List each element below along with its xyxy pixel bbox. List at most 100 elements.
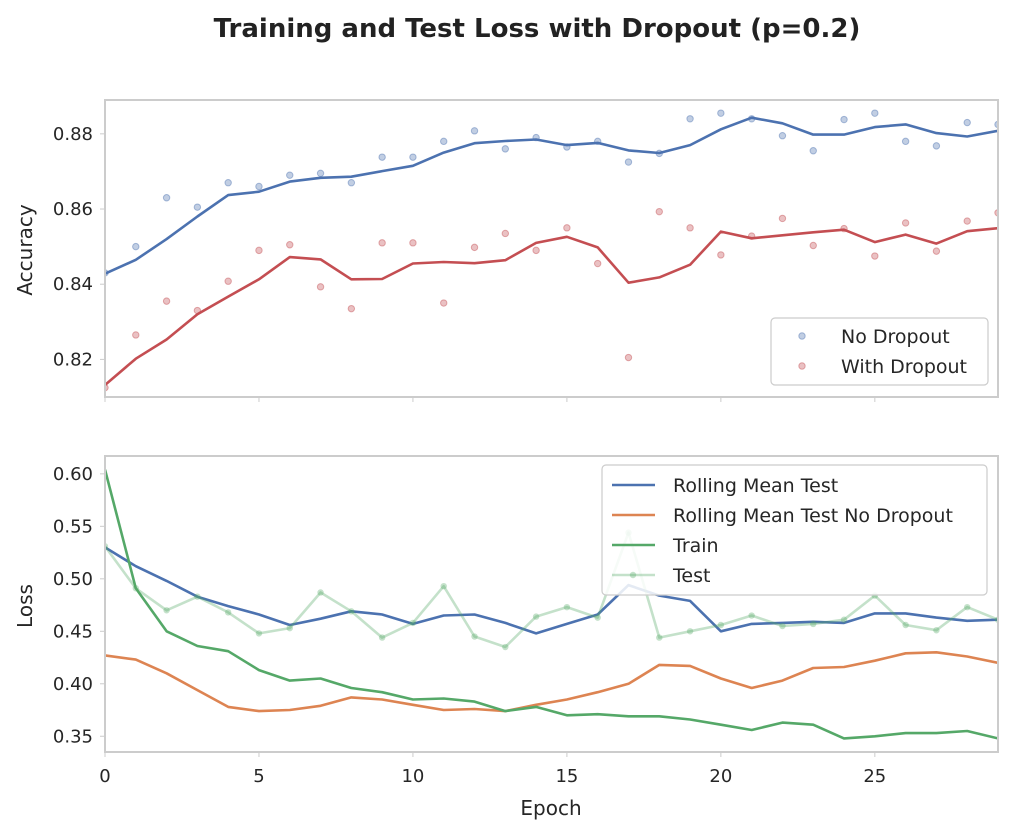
with-dropout-point	[162, 297, 171, 305]
test-point	[163, 607, 170, 614]
with-dropout-point	[655, 207, 663, 216]
no-dropout-point	[470, 127, 479, 135]
no-dropout-point	[686, 115, 694, 123]
x-axis-label: Epoch	[520, 796, 581, 820]
with-dropout-point	[778, 214, 787, 223]
with-dropout-point	[809, 241, 817, 250]
y-tick-label: 0.82	[53, 349, 93, 370]
with-dropout-point	[686, 224, 694, 232]
no-dropout-point	[378, 153, 386, 161]
no-dropout-point	[347, 179, 356, 187]
x-tick-label: 25	[863, 766, 886, 787]
with-dropout-point	[316, 283, 325, 291]
no-dropout-point	[286, 171, 294, 179]
x-tick-label: 0	[99, 766, 110, 787]
test-point	[348, 608, 355, 615]
legend: No Dropout With Dropout	[770, 317, 989, 386]
test-point	[933, 627, 940, 634]
no-dropout-point	[840, 115, 848, 124]
with-dropout-point	[132, 331, 140, 339]
legend-label: Train	[672, 535, 719, 557]
test-point	[471, 633, 478, 640]
y-tick-label: 0.84	[53, 274, 93, 295]
test-point	[810, 620, 817, 628]
y-tick-label: 0.50	[53, 569, 93, 590]
test-point	[132, 585, 139, 592]
test-point	[748, 612, 755, 619]
test-point	[317, 589, 324, 596]
test-point	[563, 603, 571, 611]
loss-y-axis-label: Loss	[13, 584, 37, 628]
test-point	[656, 634, 663, 641]
no-dropout-point	[624, 158, 633, 166]
no-dropout-point	[963, 118, 971, 127]
no-dropout-point	[255, 182, 263, 191]
with-dropout-point	[470, 243, 479, 252]
rolling-mean-test-line	[105, 546, 998, 635]
test-point	[194, 593, 201, 600]
with-dropout-point	[440, 299, 448, 307]
legend-marker	[798, 362, 806, 370]
x-tick-label: 15	[555, 766, 578, 787]
with-dropout-point	[963, 217, 971, 225]
with-dropout-point	[532, 246, 540, 255]
no-dropout-point	[316, 169, 325, 178]
accuracy-subplot: 0.82 0.84 0.86 0.88 No Dropout With Dropout	[53, 99, 999, 402]
test-point	[717, 621, 725, 629]
with-dropout-point	[593, 259, 602, 268]
y-tick-label: 0.35	[53, 726, 93, 747]
test-point	[532, 613, 540, 620]
with-dropout-point	[347, 304, 356, 313]
chart-title: Training and Test Loss with Dropout (p=0…	[214, 14, 861, 44]
test-point	[779, 622, 786, 630]
series-3-line	[105, 226, 998, 386]
test-point	[686, 628, 694, 635]
x-tick-label: 5	[253, 766, 264, 787]
test-point	[255, 630, 263, 637]
test-point	[964, 603, 971, 611]
rolling-mean-test-no-dropout-line	[105, 651, 998, 713]
with-dropout-point	[286, 241, 294, 249]
no-dropout-point	[193, 203, 202, 211]
x-tick-label: 10	[401, 766, 424, 787]
axes-frame	[104, 455, 999, 753]
legend-marker	[629, 571, 637, 579]
y-tick-label: 0.86	[53, 199, 93, 220]
no-dropout-point	[501, 145, 510, 153]
test-point	[286, 624, 293, 632]
legend: Rolling Mean Test Rolling Mean Test No Dr…	[601, 464, 988, 596]
no-dropout-point	[778, 132, 787, 140]
test-point	[440, 582, 447, 590]
with-dropout-point	[717, 251, 725, 259]
with-dropout-point	[501, 229, 510, 238]
legend-label: With Dropout	[841, 356, 967, 378]
legend-label: Rolling Mean Test	[673, 475, 838, 497]
y-tick-label: 0.88	[53, 124, 93, 145]
with-dropout-point	[871, 252, 879, 260]
with-dropout-point	[563, 224, 571, 232]
legend-marker	[798, 332, 806, 340]
no-dropout-point	[717, 109, 725, 117]
with-dropout-point	[624, 353, 633, 362]
test-point	[902, 621, 909, 629]
legend-label: No Dropout	[841, 326, 950, 348]
no-dropout-point	[162, 194, 171, 202]
y-tick-label: 0.55	[53, 516, 93, 537]
y-tick-label: 0.60	[53, 464, 93, 485]
no-dropout-point	[871, 109, 879, 117]
test-point	[502, 643, 509, 651]
axes-frame	[104, 99, 999, 398]
legend-label: Test	[672, 565, 710, 587]
with-dropout-point	[224, 277, 232, 285]
legend-label: Rolling Mean Test No Dropout	[673, 505, 953, 527]
no-dropout-point	[901, 137, 910, 146]
no-dropout-point	[932, 142, 941, 150]
with-dropout-point	[255, 246, 263, 255]
no-dropout-point	[809, 147, 817, 155]
train-line	[105, 469, 998, 740]
no-dropout-point	[224, 179, 232, 187]
no-dropout-point	[440, 137, 448, 146]
y-tick-label: 0.40	[53, 674, 93, 695]
test-point	[594, 614, 601, 621]
